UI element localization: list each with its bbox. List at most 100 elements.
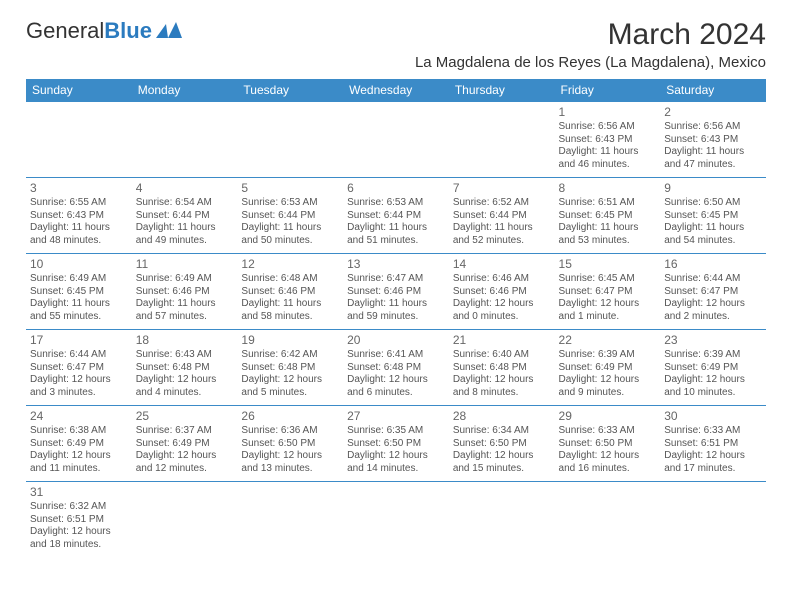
calendar-cell: 18Sunrise: 6:43 AMSunset: 6:48 PMDayligh… — [132, 330, 238, 406]
sunrise-line: Sunrise: 6:33 AM — [664, 425, 762, 438]
day-number: 5 — [241, 181, 339, 196]
calendar-cell: 5Sunrise: 6:53 AMSunset: 6:44 PMDaylight… — [237, 178, 343, 254]
sunset-line: Sunset: 6:50 PM — [453, 438, 551, 451]
daylight-line: Daylight: 11 hours and 47 minutes. — [664, 146, 762, 171]
calendar-cell — [660, 482, 766, 558]
calendar-cell: 20Sunrise: 6:41 AMSunset: 6:48 PMDayligh… — [343, 330, 449, 406]
daylight-line: Daylight: 12 hours and 0 minutes. — [453, 298, 551, 323]
sunrise-line: Sunrise: 6:46 AM — [453, 273, 551, 286]
day-number: 9 — [664, 181, 762, 196]
sunset-line: Sunset: 6:49 PM — [559, 362, 657, 375]
daylight-line: Daylight: 12 hours and 13 minutes. — [241, 450, 339, 475]
calendar-cell — [237, 102, 343, 178]
calendar-cell: 3Sunrise: 6:55 AMSunset: 6:43 PMDaylight… — [26, 178, 132, 254]
sunrise-line: Sunrise: 6:42 AM — [241, 349, 339, 362]
calendar-cell: 9Sunrise: 6:50 AMSunset: 6:45 PMDaylight… — [660, 178, 766, 254]
sunset-line: Sunset: 6:45 PM — [664, 210, 762, 223]
sunrise-line: Sunrise: 6:40 AM — [453, 349, 551, 362]
sunrise-line: Sunrise: 6:44 AM — [30, 349, 128, 362]
sunset-line: Sunset: 6:48 PM — [347, 362, 445, 375]
sunrise-line: Sunrise: 6:37 AM — [136, 425, 234, 438]
sunrise-line: Sunrise: 6:53 AM — [347, 197, 445, 210]
sunrise-line: Sunrise: 6:49 AM — [30, 273, 128, 286]
sunset-line: Sunset: 6:51 PM — [664, 438, 762, 451]
sunrise-line: Sunrise: 6:49 AM — [136, 273, 234, 286]
sunrise-line: Sunrise: 6:36 AM — [241, 425, 339, 438]
calendar-cell: 23Sunrise: 6:39 AMSunset: 6:49 PMDayligh… — [660, 330, 766, 406]
sunrise-line: Sunrise: 6:48 AM — [241, 273, 339, 286]
calendar-week-row: 31Sunrise: 6:32 AMSunset: 6:51 PMDayligh… — [26, 482, 766, 558]
sunset-line: Sunset: 6:49 PM — [30, 438, 128, 451]
day-number: 19 — [241, 333, 339, 348]
sunrise-line: Sunrise: 6:45 AM — [559, 273, 657, 286]
sunset-line: Sunset: 6:46 PM — [241, 286, 339, 299]
day-header: Tuesday — [237, 79, 343, 102]
sunset-line: Sunset: 6:44 PM — [136, 210, 234, 223]
daylight-line: Daylight: 11 hours and 57 minutes. — [136, 298, 234, 323]
day-number: 30 — [664, 409, 762, 424]
daylight-line: Daylight: 11 hours and 48 minutes. — [30, 222, 128, 247]
calendar-week-row: 1Sunrise: 6:56 AMSunset: 6:43 PMDaylight… — [26, 102, 766, 178]
daylight-line: Daylight: 12 hours and 12 minutes. — [136, 450, 234, 475]
calendar-cell: 30Sunrise: 6:33 AMSunset: 6:51 PMDayligh… — [660, 406, 766, 482]
day-number: 14 — [453, 257, 551, 272]
calendar-cell: 16Sunrise: 6:44 AMSunset: 6:47 PMDayligh… — [660, 254, 766, 330]
brand-text-b: Blue — [104, 18, 152, 44]
sunset-line: Sunset: 6:50 PM — [241, 438, 339, 451]
sunrise-line: Sunrise: 6:38 AM — [30, 425, 128, 438]
day-number: 29 — [559, 409, 657, 424]
day-number: 6 — [347, 181, 445, 196]
calendar-week-row: 10Sunrise: 6:49 AMSunset: 6:45 PMDayligh… — [26, 254, 766, 330]
calendar-cell: 19Sunrise: 6:42 AMSunset: 6:48 PMDayligh… — [237, 330, 343, 406]
calendar-cell: 25Sunrise: 6:37 AMSunset: 6:49 PMDayligh… — [132, 406, 238, 482]
day-number: 31 — [30, 485, 128, 500]
day-number: 20 — [347, 333, 445, 348]
daylight-line: Daylight: 11 hours and 55 minutes. — [30, 298, 128, 323]
sunset-line: Sunset: 6:47 PM — [664, 286, 762, 299]
day-header: Friday — [555, 79, 661, 102]
day-number: 27 — [347, 409, 445, 424]
sunrise-line: Sunrise: 6:33 AM — [559, 425, 657, 438]
calendar-cell — [343, 102, 449, 178]
calendar-cell: 10Sunrise: 6:49 AMSunset: 6:45 PMDayligh… — [26, 254, 132, 330]
day-number: 4 — [136, 181, 234, 196]
daylight-line: Daylight: 12 hours and 3 minutes. — [30, 374, 128, 399]
sunset-line: Sunset: 6:46 PM — [453, 286, 551, 299]
sunset-line: Sunset: 6:44 PM — [453, 210, 551, 223]
calendar-cell — [132, 102, 238, 178]
day-number: 12 — [241, 257, 339, 272]
calendar-cell: 1Sunrise: 6:56 AMSunset: 6:43 PMDaylight… — [555, 102, 661, 178]
calendar-cell: 27Sunrise: 6:35 AMSunset: 6:50 PMDayligh… — [343, 406, 449, 482]
daylight-line: Daylight: 12 hours and 8 minutes. — [453, 374, 551, 399]
calendar-cell: 22Sunrise: 6:39 AMSunset: 6:49 PMDayligh… — [555, 330, 661, 406]
day-header: Saturday — [660, 79, 766, 102]
daylight-line: Daylight: 12 hours and 17 minutes. — [664, 450, 762, 475]
day-number: 24 — [30, 409, 128, 424]
calendar-cell: 12Sunrise: 6:48 AMSunset: 6:46 PMDayligh… — [237, 254, 343, 330]
location-subtitle: La Magdalena de los Reyes (La Magdalena)… — [415, 54, 766, 71]
calendar-cell: 17Sunrise: 6:44 AMSunset: 6:47 PMDayligh… — [26, 330, 132, 406]
sunrise-line: Sunrise: 6:32 AM — [30, 501, 128, 514]
daylight-line: Daylight: 12 hours and 9 minutes. — [559, 374, 657, 399]
sunrise-line: Sunrise: 6:35 AM — [347, 425, 445, 438]
calendar-cell — [132, 482, 238, 558]
sunrise-line: Sunrise: 6:39 AM — [664, 349, 762, 362]
daylight-line: Daylight: 11 hours and 52 minutes. — [453, 222, 551, 247]
calendar-cell: 31Sunrise: 6:32 AMSunset: 6:51 PMDayligh… — [26, 482, 132, 558]
calendar-cell — [449, 102, 555, 178]
calendar-cell: 28Sunrise: 6:34 AMSunset: 6:50 PMDayligh… — [449, 406, 555, 482]
daylight-line: Daylight: 12 hours and 16 minutes. — [559, 450, 657, 475]
sunrise-line: Sunrise: 6:55 AM — [30, 197, 128, 210]
day-header: Thursday — [449, 79, 555, 102]
calendar-cell: 7Sunrise: 6:52 AMSunset: 6:44 PMDaylight… — [449, 178, 555, 254]
sunrise-line: Sunrise: 6:51 AM — [559, 197, 657, 210]
sunset-line: Sunset: 6:43 PM — [30, 210, 128, 223]
day-number: 18 — [136, 333, 234, 348]
sunset-line: Sunset: 6:47 PM — [559, 286, 657, 299]
daylight-line: Daylight: 11 hours and 50 minutes. — [241, 222, 339, 247]
day-header: Wednesday — [343, 79, 449, 102]
title-block: March 2024 La Magdalena de los Reyes (La… — [415, 18, 766, 71]
day-number: 23 — [664, 333, 762, 348]
day-header: Sunday — [26, 79, 132, 102]
sunset-line: Sunset: 6:46 PM — [136, 286, 234, 299]
